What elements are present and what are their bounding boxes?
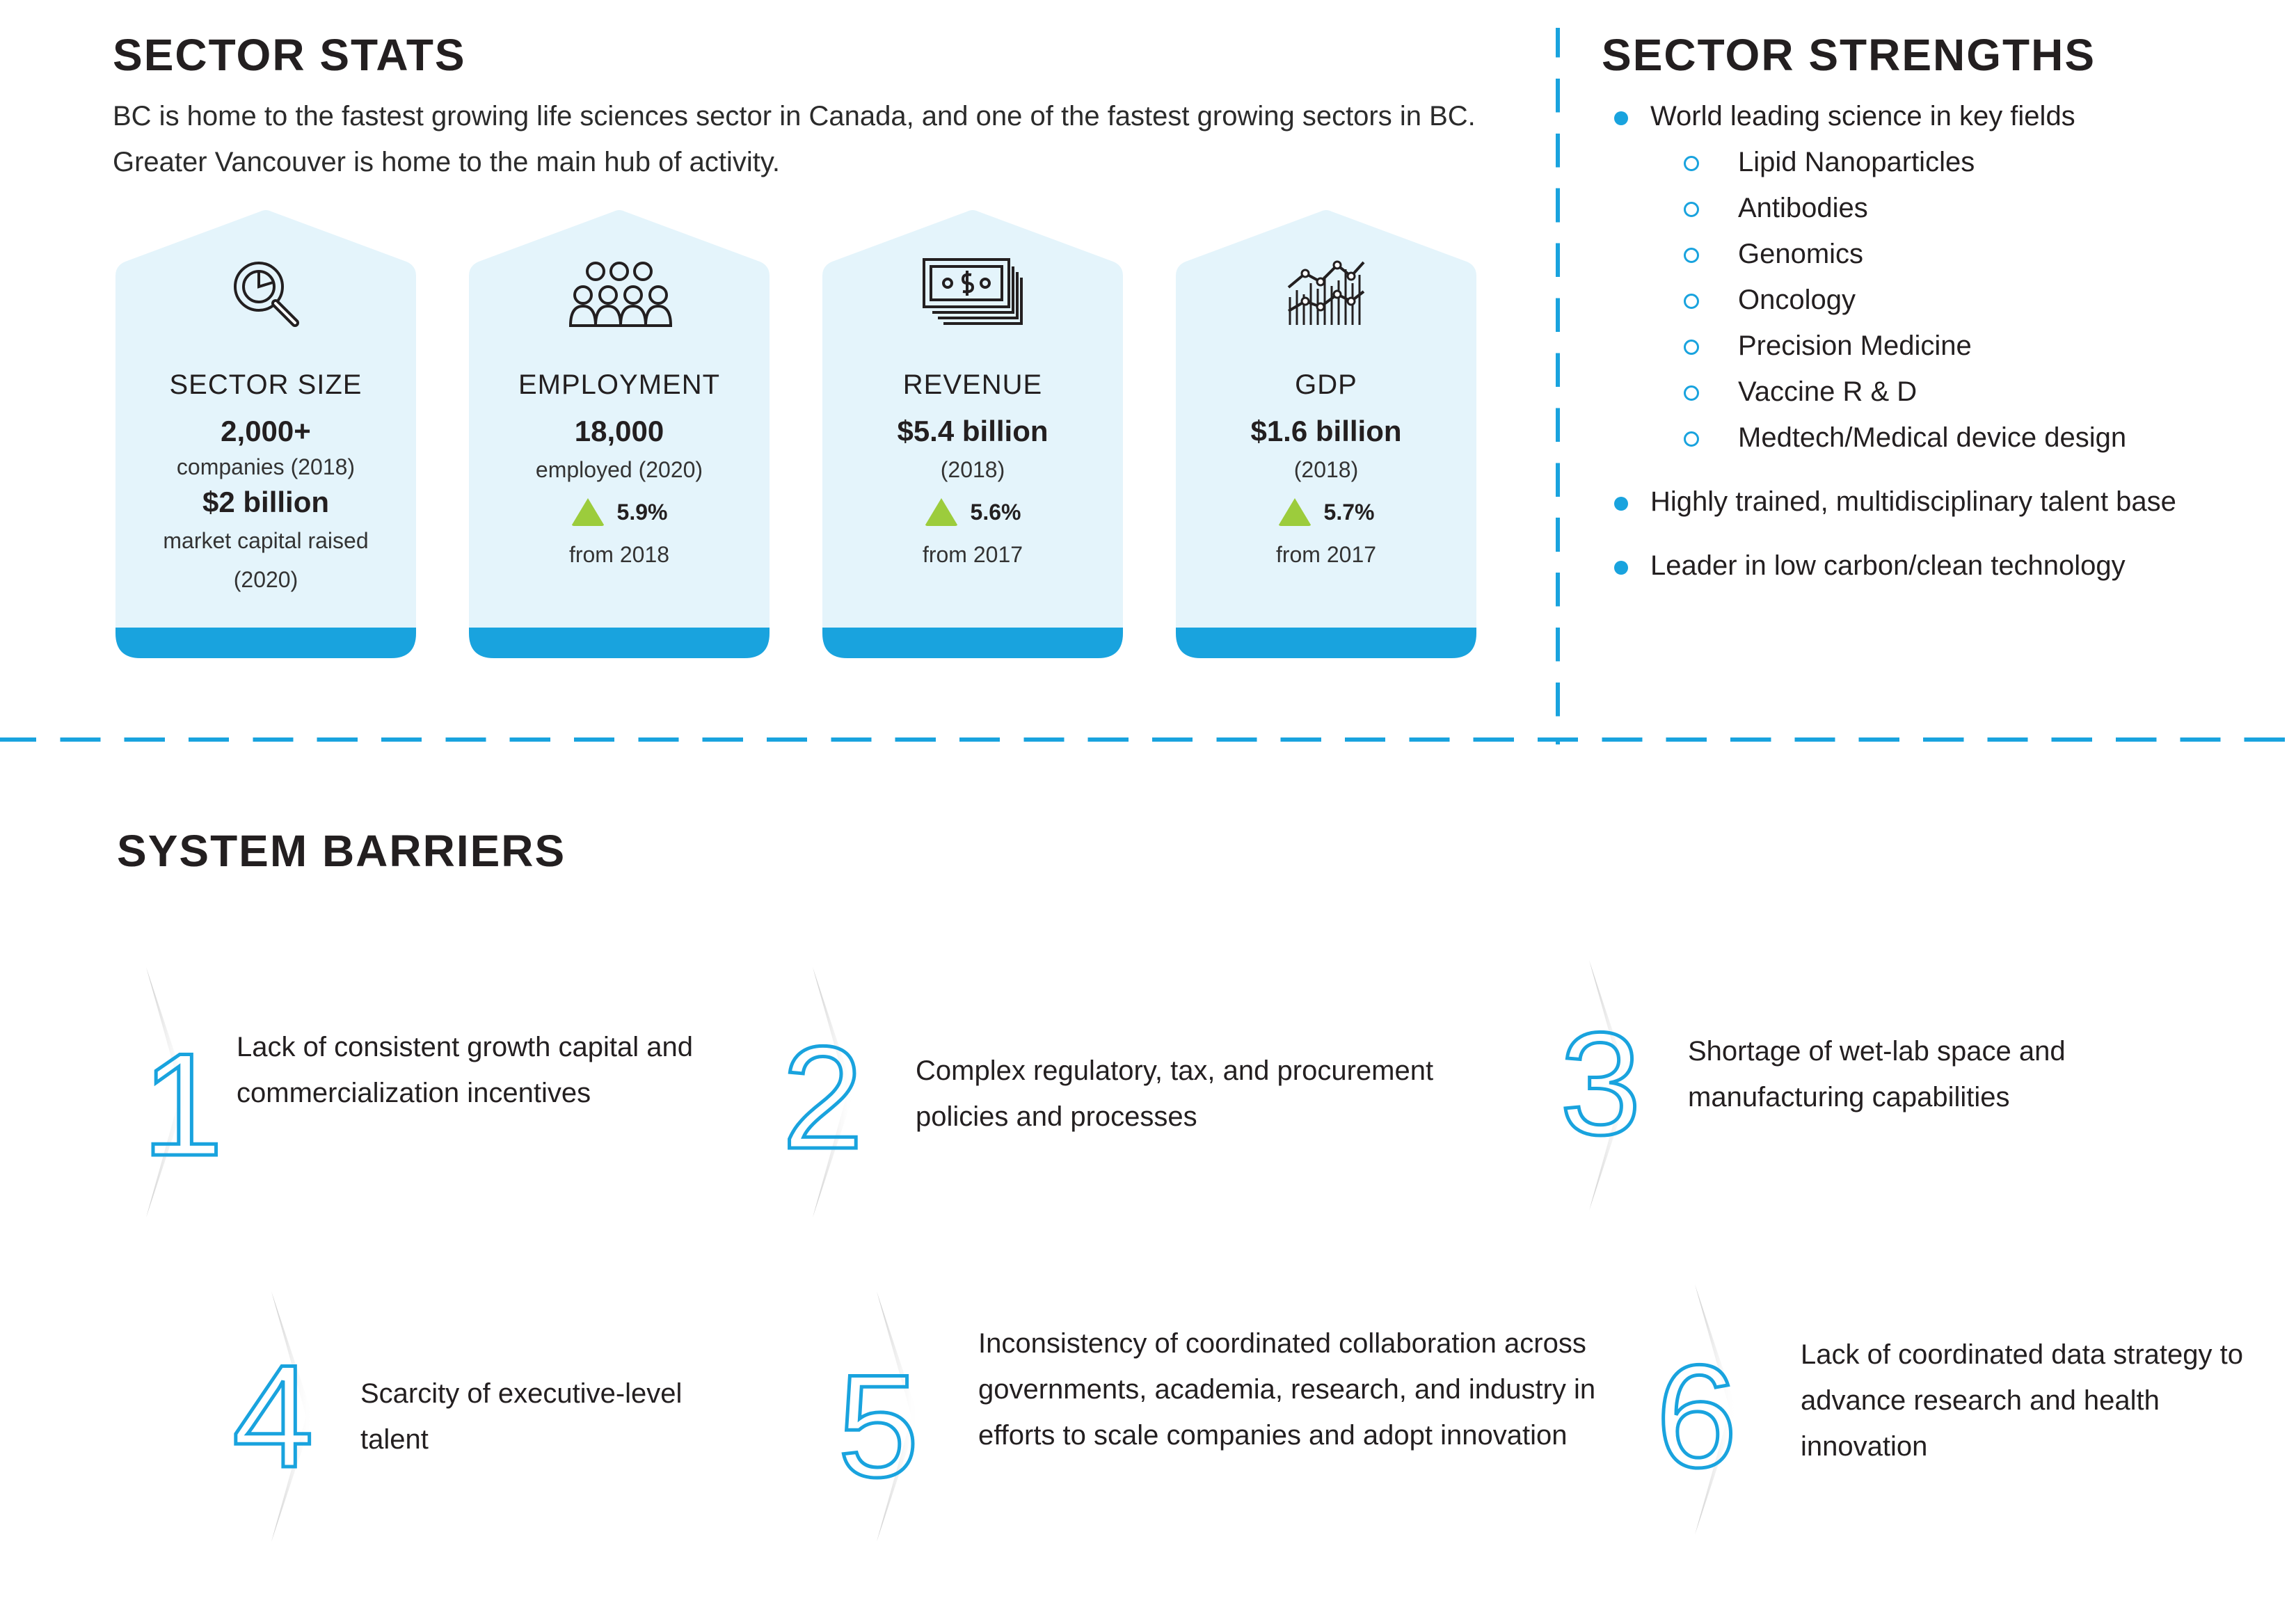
card-sub: (2018) bbox=[940, 457, 1005, 482]
field-text: Vaccine R & D bbox=[1738, 376, 1918, 407]
strength-item: Leader in low carbon/clean technology bbox=[1614, 543, 2282, 589]
vertical-divider bbox=[1556, 28, 1560, 744]
growth-from: from 2017 bbox=[1275, 542, 1377, 567]
strength-text: Leader in low carbon/clean technology bbox=[1650, 550, 2126, 581]
up-triangle-icon bbox=[1277, 498, 1312, 526]
card-background bbox=[115, 210, 416, 658]
field-text: Precision Medicine bbox=[1738, 330, 1972, 361]
number-6-graphic: 6 bbox=[1655, 1284, 1739, 1535]
field-text: Oncology bbox=[1738, 285, 1856, 315]
field-text: Antibodies bbox=[1738, 193, 1868, 223]
stat-card-employment: EMPLOYMENT 18,000 employed (2020) 5.9% f… bbox=[469, 209, 770, 658]
card-value-2: $2 billion bbox=[202, 486, 330, 518]
ring-bullet-icon bbox=[1684, 385, 1699, 401]
barrier-text: Scarcity of executive-level talent bbox=[360, 1378, 683, 1455]
ring-bullet-icon bbox=[1684, 294, 1699, 309]
money-bills-icon bbox=[923, 258, 1023, 325]
card-sub-2a: market capital raised bbox=[163, 528, 369, 553]
ring-bullet-icon bbox=[1684, 156, 1699, 171]
card-label: REVENUE bbox=[902, 369, 1043, 400]
strengths-list: World leading science in key fields Lipi… bbox=[1614, 93, 2282, 589]
growth-indicator: 5.6% bbox=[822, 490, 1123, 534]
card-label: EMPLOYMENT bbox=[518, 369, 721, 400]
barrier-text: Inconsistency of coordinated collaborati… bbox=[978, 1328, 1596, 1451]
barrier-number: 6 bbox=[1656, 1334, 1737, 1498]
card-background bbox=[822, 210, 1123, 658]
growth-value: 5.9% bbox=[616, 499, 668, 525]
field-item: Medtech/Medical device design bbox=[1614, 415, 2282, 461]
strength-item: World leading science in key fields bbox=[1614, 93, 2282, 139]
fields-list: Lipid Nanoparticles Antibodies Genomics … bbox=[1614, 139, 2282, 461]
field-item: Vaccine R & D bbox=[1614, 369, 2282, 415]
card-label: GDP bbox=[1295, 369, 1357, 400]
bullet-icon bbox=[1614, 561, 1628, 575]
field-item: Antibodies bbox=[1614, 185, 2282, 231]
barrier-number: 1 bbox=[142, 1023, 223, 1186]
card-sub-2b: (2020) bbox=[233, 567, 298, 592]
ring-bullet-icon bbox=[1684, 248, 1699, 263]
card-value: $1.6 billion bbox=[1250, 415, 1402, 447]
number-5-graphic: 5 bbox=[836, 1291, 920, 1542]
stat-card-gdp: GDP $1.6 billion (2018) 5.7% from 2017 bbox=[1176, 209, 1476, 658]
card-value: 2,000+ bbox=[221, 415, 311, 447]
up-triangle-icon bbox=[571, 498, 605, 526]
number-1-graphic: 1 bbox=[141, 967, 225, 1218]
growth-from: from 2017 bbox=[922, 542, 1023, 567]
growth-value: 5.6% bbox=[970, 499, 1021, 525]
card-value: 18,000 bbox=[574, 415, 664, 447]
sector-strengths-title: SECTOR STRENGTHS bbox=[1602, 30, 2096, 80]
barrier-number: 2 bbox=[782, 1016, 863, 1179]
growth-from: from 2018 bbox=[568, 542, 670, 567]
system-barriers-title: SYSTEM BARRIERS bbox=[117, 826, 566, 876]
magnifier-chart-icon bbox=[234, 262, 299, 327]
barrier-text: Complex regulatory, tax, and procurement… bbox=[916, 1055, 1434, 1132]
barrier-number: 4 bbox=[232, 1334, 314, 1498]
card-sub: companies (2018) bbox=[176, 454, 356, 479]
card-background bbox=[469, 210, 770, 658]
ring-bullet-icon bbox=[1684, 431, 1699, 447]
field-text: Medtech/Medical device design bbox=[1738, 422, 2127, 453]
card-value: $5.4 billion bbox=[897, 415, 1049, 447]
barrier-text: Lack of coordinated data strategy to adv… bbox=[1801, 1339, 2243, 1462]
barrier-text: Lack of consistent growth capital and co… bbox=[237, 1032, 693, 1108]
bar-line-chart-icon bbox=[1287, 260, 1365, 325]
card-background bbox=[1176, 210, 1476, 658]
sector-stats-intro: BC is home to the fastest growing life s… bbox=[113, 101, 1476, 177]
strength-text: Highly trained, multidisciplinary talent… bbox=[1650, 486, 2176, 517]
ring-bullet-icon bbox=[1684, 202, 1699, 217]
up-triangle-icon bbox=[924, 498, 958, 526]
field-text: Genomics bbox=[1738, 239, 1864, 269]
horizontal-divider bbox=[0, 737, 2296, 742]
bullet-icon bbox=[1614, 497, 1628, 511]
barrier-number: 5 bbox=[838, 1344, 919, 1508]
card-label: SECTOR SIZE bbox=[169, 369, 362, 400]
number-2-graphic: 2 bbox=[781, 967, 865, 1218]
barrier-text: Shortage of wet-lab space and manufactur… bbox=[1688, 1036, 2066, 1112]
field-item: Genomics bbox=[1614, 231, 2282, 277]
strength-text: World leading science in key fields bbox=[1650, 101, 2075, 131]
field-item: Lipid Nanoparticles bbox=[1614, 139, 2282, 185]
card-sub: employed (2020) bbox=[535, 457, 703, 482]
growth-value: 5.7% bbox=[1323, 499, 1375, 525]
field-text: Lipid Nanoparticles bbox=[1738, 147, 1975, 177]
bullet-icon bbox=[1614, 111, 1628, 125]
growth-indicator: 5.9% bbox=[469, 490, 770, 534]
field-item: Oncology bbox=[1614, 277, 2282, 323]
strength-item: Highly trained, multidisciplinary talent… bbox=[1614, 479, 2226, 525]
barrier-number: 3 bbox=[1560, 1002, 1641, 1165]
sector-stats-title: SECTOR STATS bbox=[113, 30, 466, 80]
people-group-icon bbox=[568, 262, 673, 327]
growth-indicator: 5.7% bbox=[1176, 490, 1476, 534]
card-sub: (2018) bbox=[1293, 457, 1359, 482]
stat-card-revenue: REVENUE $5.4 billion (2018) 5.6% from 20… bbox=[822, 209, 1123, 658]
number-4-graphic: 4 bbox=[231, 1291, 315, 1542]
stat-card-sector-size: SECTOR SIZE 2,000+ companies (2018) $2 b… bbox=[115, 209, 416, 658]
field-item: Precision Medicine bbox=[1614, 323, 2282, 369]
number-3-graphic: 3 bbox=[1558, 960, 1643, 1211]
ring-bullet-icon bbox=[1684, 340, 1699, 355]
